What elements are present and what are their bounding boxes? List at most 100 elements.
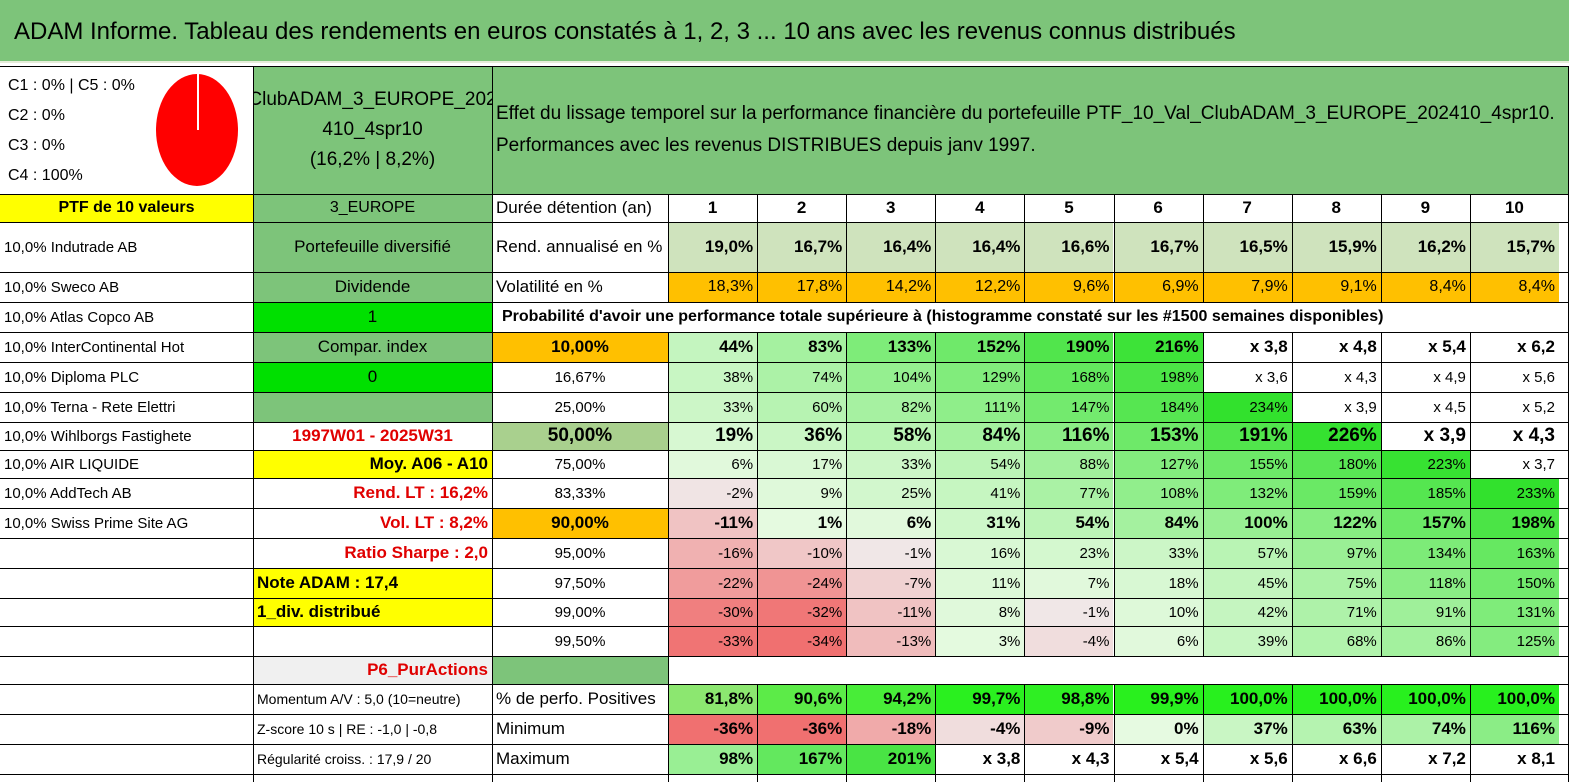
effect-description: Effet du lissage temporel sur la perform… [492,66,1569,194]
holding-item: 10,0% Atlas Copco AB [4,308,155,326]
year-header: 9 [1420,198,1431,217]
pos-value: 90,6% [757,684,847,714]
prob-value: 57% [1202,538,1292,568]
prob-value: x 4,3 [1469,422,1559,450]
prob-value: 8% [935,598,1025,626]
rend-value: 15,7% [1469,222,1559,272]
prob-value: 191% [1202,422,1292,450]
pos-value: 100,0% [1380,684,1470,714]
vol-value: 18,3% [668,272,758,302]
rend-value: 16,7% [1113,222,1203,272]
grid-line [846,194,847,302]
max-value: x 3,8 [935,744,1025,774]
prob-value: x 3,8 [1202,332,1292,362]
vol-value: 8,4% [1380,272,1470,302]
grid-line [0,774,1569,775]
max-label: Maximum [496,749,570,768]
p6-green-cell [492,656,668,684]
prob-value: 6% [1113,626,1203,656]
pos-value: 100,0% [1202,684,1292,714]
prob-value: 185% [1380,478,1470,508]
max-value: x 5,4 [1113,744,1203,774]
grid-line [0,66,1569,67]
prob-value: 11% [935,568,1025,598]
side-info-cell: 0 [253,362,492,392]
category-label: C1 : 0% | C5 : 0% [8,77,135,94]
holding-item: 10,0% Diploma PLC [4,368,140,386]
prob-value: x 5,4 [1380,332,1470,362]
prob-value: x 6,2 [1469,332,1559,362]
year-header: 10 [1504,198,1524,217]
pos-value: 98,8% [1024,684,1114,714]
max-value: 201% [846,744,936,774]
prob-value: -10% [757,538,847,568]
prob-value: 42% [1202,598,1292,626]
grid-line [846,684,847,782]
portfolio-name-line: ClubADAM_3_EUROPE_202 [253,89,492,110]
prob-value: -34% [757,626,847,656]
rend-label: Rend. annualisé en % [496,237,663,256]
vol-value: 12,2% [935,272,1025,302]
pos-value: 100,0% [1291,684,1381,714]
grid-line [935,332,936,656]
pos-value: 94,2% [846,684,936,714]
holding-item: 10,0% Swiss Prime Site AG [4,514,189,532]
rend-value: 16,6% [1024,222,1114,272]
prob-value: 45% [1202,568,1292,598]
rend-value: 16,5% [1202,222,1292,272]
grid-line [1470,684,1471,782]
portfolio-name-line: 410_4spr10 [322,119,423,140]
holding-item: 10,0% AIR LIQUIDE [4,455,140,473]
prob-value: 54% [1024,508,1114,538]
prob-value: x 4,5 [1380,392,1470,422]
grid-line [1203,684,1204,782]
year-header: 5 [1064,198,1074,217]
prob-value: 108% [1113,478,1203,508]
max-value: x 7,2 [1380,744,1470,774]
prob-threshold: 16,67% [492,362,668,392]
prob-value: -32% [757,598,847,626]
prob-value: 83% [757,332,847,362]
prob-value: 168% [1024,362,1114,392]
prob-value: 16% [935,538,1025,568]
region-label: 3_EUROPE [253,194,492,222]
vol-value: 9,1% [1291,272,1381,302]
prob-value: 38% [668,362,758,392]
grid-line [1024,194,1025,302]
prob-threshold: 75,00% [492,450,668,478]
prob-value: 3% [935,626,1025,656]
prob-value: 60% [757,392,847,422]
prob-value: -1% [1024,598,1114,626]
pie-slice-divider [197,74,199,130]
prob-threshold: 10,00% [492,332,668,362]
prob-value: 122% [1291,508,1381,538]
grid-line [1114,332,1115,656]
grid-line [1292,332,1293,656]
prob-value: -11% [668,508,758,538]
grid-line [0,222,1569,223]
prob-value: 198% [1113,362,1203,392]
prob-value: -33% [668,626,758,656]
effect-description-line: Performances avec les revenus DISTRIBUES… [496,135,1036,156]
prob-value: 111% [935,392,1025,422]
prob-value: x 3,9 [1380,422,1470,450]
side-info-cell: Z-score 10 s | RE : -1,0 | -0,8 [253,714,492,744]
prob-value: 82% [846,392,936,422]
prob-threshold: 90,00% [492,508,668,538]
prob-value: 233% [1469,478,1559,508]
prob-value: 118% [1380,568,1470,598]
grid-line [0,332,1569,333]
year-header: 2 [796,198,807,217]
grid-line [1292,684,1293,782]
year-header: 8 [1331,198,1341,217]
prob-value: -13% [846,626,936,656]
year-header: 3 [886,198,896,217]
grid-line [0,302,1569,303]
grid-line [1292,194,1293,302]
prob-value: -11% [846,598,936,626]
prob-value: 17% [757,450,847,478]
holding-item: 10,0% InterContinental Hot [4,338,185,356]
prob-value: 74% [757,362,847,392]
grid-line [935,684,936,782]
max-value: x 6,6 [1291,744,1381,774]
